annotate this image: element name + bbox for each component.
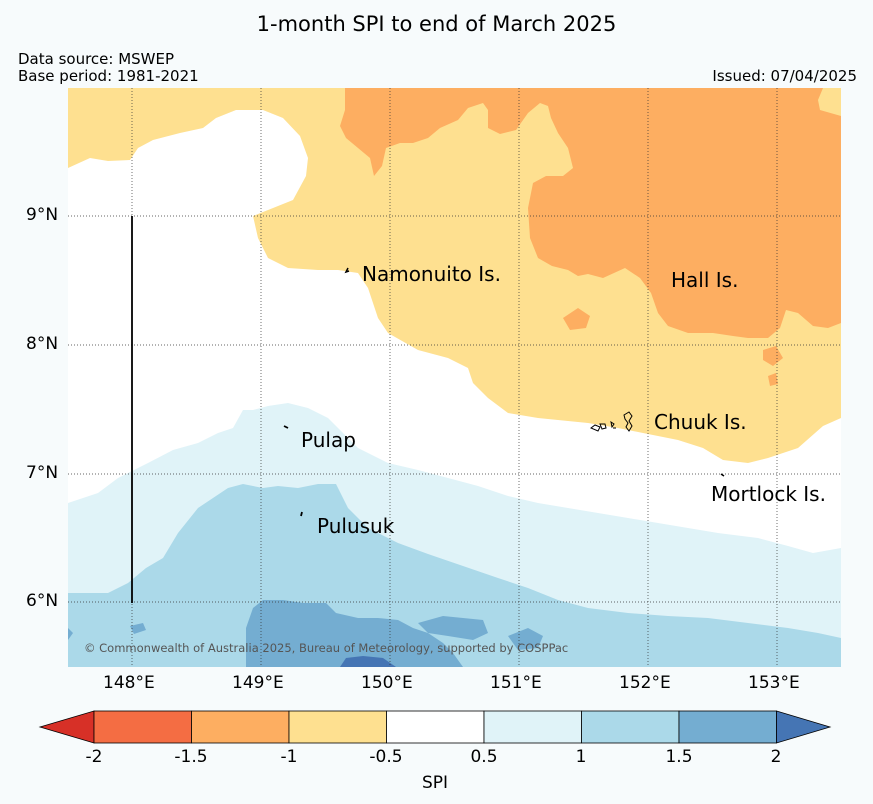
colorbar-label: 2 <box>770 747 782 767</box>
colorbar-bin <box>288 710 387 744</box>
lat-tick-9n: 9°N <box>26 205 59 225</box>
map-title: 1-month SPI to end of March 2025 <box>256 12 617 36</box>
place-label-mortlock: Mortlock Is. <box>711 482 826 506</box>
pulusuk-island-mark <box>300 511 303 517</box>
colorbar-label: -0.5 <box>369 747 403 767</box>
copyright-notice: © Commonwealth of Australia 2025, Bureau… <box>84 641 568 655</box>
colorbar-label: -1 <box>280 747 298 767</box>
base-period-label: Base period: 1981-2021 <box>18 67 199 85</box>
colorbar-bin <box>581 710 680 744</box>
spi-colorbar <box>38 710 832 744</box>
colorbar-label: -1.5 <box>174 747 208 767</box>
colorbar-label: -2 <box>85 747 103 767</box>
place-label-pulap: Pulap <box>301 428 356 452</box>
graticule <box>68 88 841 667</box>
chuuk-island-marks <box>590 411 633 432</box>
colorbar-bin <box>386 710 485 744</box>
colorbar-low-extension <box>38 710 95 744</box>
lon-tick-150e: 150°E <box>361 673 413 693</box>
spi-region-very-wet <box>246 600 463 667</box>
lat-tick-8n: 8°N <box>26 334 59 354</box>
lon-tick-152e: 152°E <box>619 673 671 693</box>
place-label-hall: Hall Is. <box>671 268 738 292</box>
colorbar-bin <box>191 710 290 744</box>
spi-region-dry-north <box>340 88 841 338</box>
lon-tick-153e: 153°E <box>748 673 800 693</box>
issued-date-label: Issued: 07/04/2025 <box>712 67 857 85</box>
colorbar-bin <box>678 710 777 744</box>
mortlock-island-mark <box>720 473 725 477</box>
place-label-namonuito: Namonuito Is. <box>362 262 501 286</box>
data-source-label: Data source: MSWEP <box>18 50 175 68</box>
lat-tick-6n: 6°N <box>26 591 59 611</box>
place-label-chuuk: Chuuk Is. <box>654 410 747 434</box>
lat-tick-7n: 7°N <box>26 463 59 483</box>
spi-map: Namonuito Is. Hall Is. Chuuk Is. Mortloc… <box>68 88 841 667</box>
lon-tick-151e: 151°E <box>490 673 542 693</box>
place-label-pulusuk: Pulusuk <box>317 514 395 538</box>
colorbar-label: 0.5 <box>470 747 498 767</box>
lon-tick-149e: 149°E <box>232 673 284 693</box>
colorbar-bin <box>483 710 582 744</box>
colorbar-title: SPI <box>421 773 449 793</box>
colorbar-bin <box>93 710 192 744</box>
lon-tick-148e: 148°E <box>103 673 155 693</box>
colorbar-high-extension <box>776 710 832 744</box>
pulap-island-mark <box>283 425 289 429</box>
colorbar-label: 1 <box>575 747 587 767</box>
colorbar-label: 1.5 <box>665 747 693 767</box>
namonuito-island-mark <box>344 267 350 274</box>
